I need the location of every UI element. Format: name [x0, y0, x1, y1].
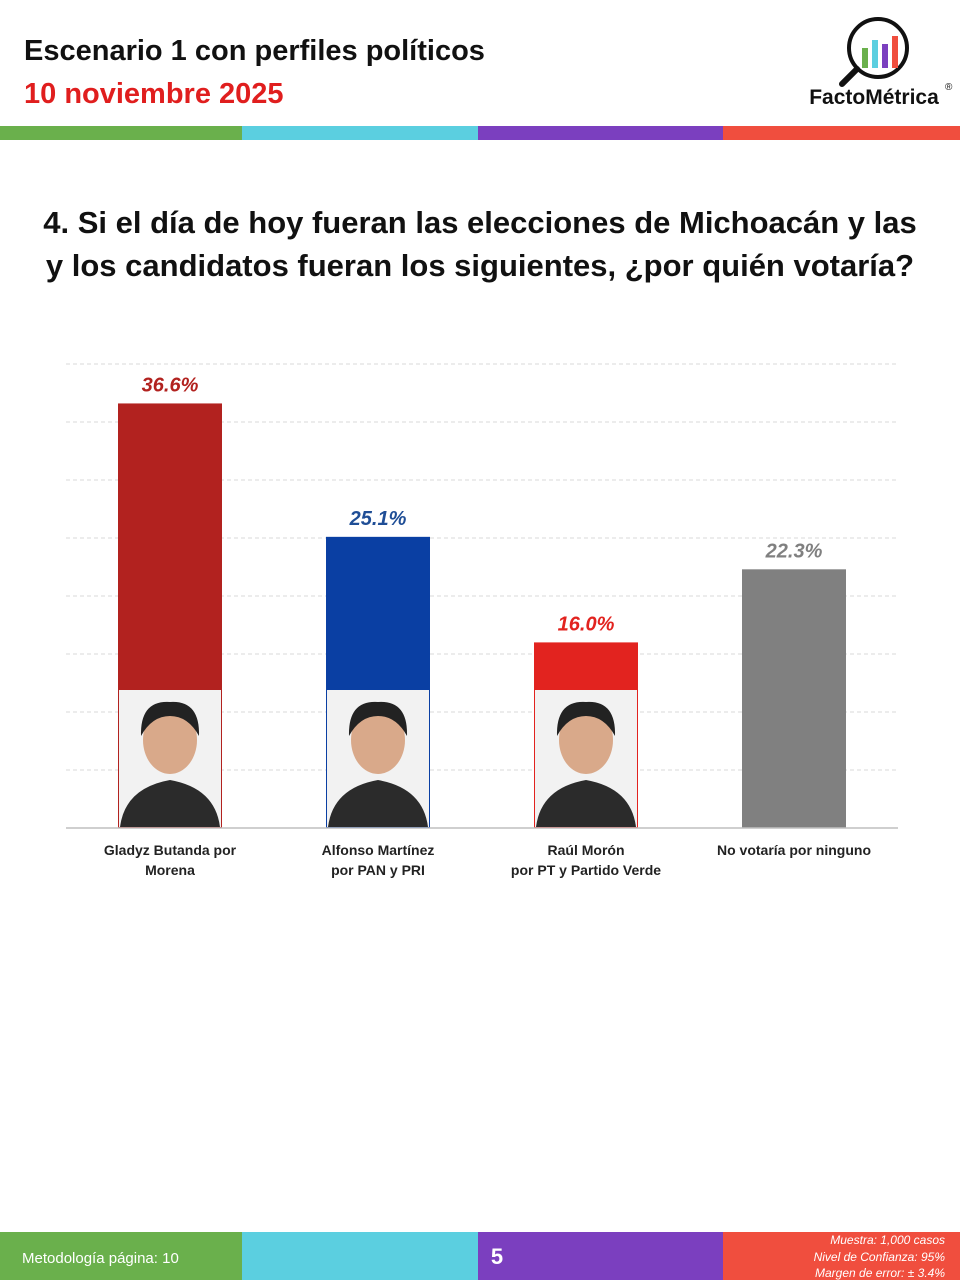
- candidate-photo: [119, 690, 221, 827]
- color-band: [0, 126, 960, 140]
- logo-registered: ®: [945, 82, 953, 93]
- header-subtitle: 10 noviembre 2025: [24, 78, 284, 110]
- footer: [0, 1232, 960, 1280]
- footer-note: Muestra: 1,000 casos: [830, 1233, 945, 1247]
- x-tick-label: Raúl Morón: [548, 842, 625, 858]
- value-label: 22.3%: [765, 540, 823, 562]
- question-line: y los candidatos fueran los siguientes, …: [46, 248, 914, 283]
- footer-methodology: Metodología página: 10: [22, 1250, 179, 1267]
- footer-note: Margen de error: ± 3.4%: [815, 1266, 945, 1280]
- footer-page: 5: [491, 1244, 503, 1269]
- logo-text: FactoMétrica: [809, 86, 939, 109]
- question-line: 4. Si el día de hoy fueran las eleccione…: [43, 205, 917, 240]
- logo-icon: [839, 17, 909, 87]
- value-label: 16.0%: [558, 613, 615, 635]
- x-tick-label: por PT y Partido Verde: [511, 862, 661, 878]
- x-tick-label: Alfonso Martínez: [322, 842, 435, 858]
- candidate-photo: [327, 690, 429, 827]
- x-tick-label: Morena: [145, 862, 195, 878]
- value-label: 36.6%: [142, 374, 199, 396]
- footer-note: Nivel de Confianza: 95%: [814, 1250, 946, 1264]
- value-label: 25.1%: [349, 508, 407, 530]
- bar: [742, 569, 846, 828]
- x-tick-label: por PAN y PRI: [331, 862, 425, 878]
- x-tick-label: No votaría por ninguno: [717, 842, 871, 858]
- header-title: Escenario 1 con perfiles políticos: [24, 35, 485, 67]
- x-tick-label: Gladyz Butanda por: [104, 842, 237, 858]
- candidate-photo: [535, 690, 637, 827]
